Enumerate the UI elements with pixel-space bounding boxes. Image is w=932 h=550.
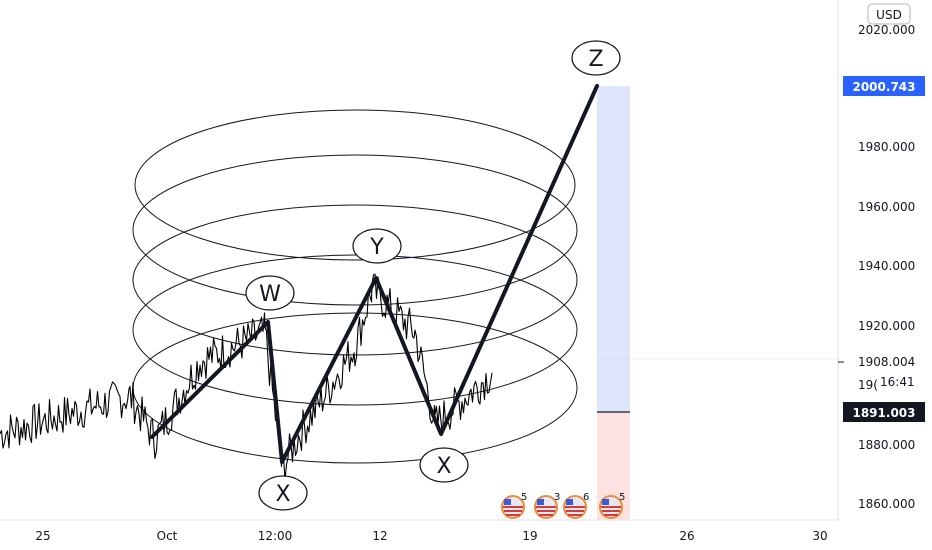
price-ticks: 2020.000 1980.000 1960.000 1940.000 1920… (838, 23, 915, 511)
target-price-box (843, 76, 925, 96)
wave-label-x1[interactable]: X (258, 475, 308, 511)
wave-label-x1-circle (258, 475, 308, 511)
wave-label-w[interactable]: W (245, 275, 295, 311)
flag-stripes (536, 506, 556, 516)
event-count-2: 3 (554, 492, 560, 503)
current-price-box (843, 402, 925, 422)
event-count-1: 5 (521, 492, 527, 503)
event-count-3: 6 (583, 492, 589, 503)
time-tick-26: 26 (679, 529, 694, 543)
wave-label-y[interactable]: Y (352, 228, 402, 264)
event-badge-4[interactable]: 5 (599, 492, 625, 519)
flag-stripes (503, 506, 523, 516)
wave-label-z-circle (571, 40, 621, 76)
ellipse-4 (132, 254, 578, 406)
price-mark-label: 1908.004 (858, 355, 915, 369)
price-tick-1920: 1920.000 (858, 319, 915, 333)
wave-label-z-text: Z (588, 47, 603, 72)
price-tick-1860: 1860.000 (858, 497, 915, 511)
countdown-label: 16:41 (880, 375, 915, 389)
ellipse-1 (134, 109, 576, 261)
ellipse-2 (132, 154, 578, 306)
wave-label-z[interactable]: Z (571, 40, 621, 76)
currency-badge-box (867, 3, 911, 25)
price-tick-1980: 1980.000 (858, 140, 915, 154)
wave-label-x1-text: X (275, 482, 290, 507)
time-tick-30: 30 (812, 529, 827, 543)
wave-label-x2-text: X (436, 454, 451, 479)
wave-path[interactable] (150, 84, 599, 464)
event-count-4: 5 (619, 492, 625, 503)
ellipse-3 (132, 204, 578, 356)
economic-events[interactable]: 5 3 6 5 (501, 492, 625, 519)
time-tick-19: 19 (522, 529, 537, 543)
price-tick-2020: 2020.000 (858, 23, 915, 37)
price-tick-1880: 1880.000 (858, 438, 915, 452)
target-price-label: 2000.743 (843, 76, 925, 96)
price-series-line (0, 273, 493, 481)
price-partial-label: 19( (858, 378, 878, 392)
flag-canton (504, 499, 511, 505)
current-price-text: 1891.003 (852, 406, 915, 420)
price-tick-1940: 1940.000 (858, 259, 915, 273)
wave-label-w-circle (245, 275, 295, 311)
currency-badge[interactable]: USD (867, 3, 911, 25)
time-ticks: 25 Oct 12:00 12 19 26 30 (35, 529, 827, 543)
reward-zone[interactable] (597, 86, 630, 412)
wave-label-x2[interactable]: X (419, 447, 469, 483)
time-tick-12: 12 (372, 529, 387, 543)
wave-label-y-text: Y (369, 235, 384, 260)
event-badge-2[interactable]: 3 (534, 492, 560, 519)
flag-canton (537, 499, 544, 505)
time-tick-oct: Oct (157, 529, 178, 543)
fibonacci-ellipses[interactable] (132, 109, 578, 464)
wave-label-x2-circle (419, 447, 469, 483)
currency-label: USD (876, 8, 902, 22)
flag-canton (602, 499, 609, 505)
time-tick-25: 25 (35, 529, 50, 543)
flag-canton (566, 499, 573, 505)
event-badge-1[interactable]: 5 (501, 492, 527, 519)
wave-label-w-text: W (259, 282, 281, 307)
flag-stripes (601, 506, 621, 516)
target-price-text: 2000.743 (852, 80, 915, 94)
flag-stripes (565, 506, 585, 516)
wave-label-y-circle (352, 228, 402, 264)
price-tick-1960: 1960.000 (858, 200, 915, 214)
time-tick-1200: 12:00 (258, 529, 293, 543)
event-badge-3[interactable]: 6 (563, 492, 589, 519)
current-price-label: 1891.003 (843, 402, 925, 422)
